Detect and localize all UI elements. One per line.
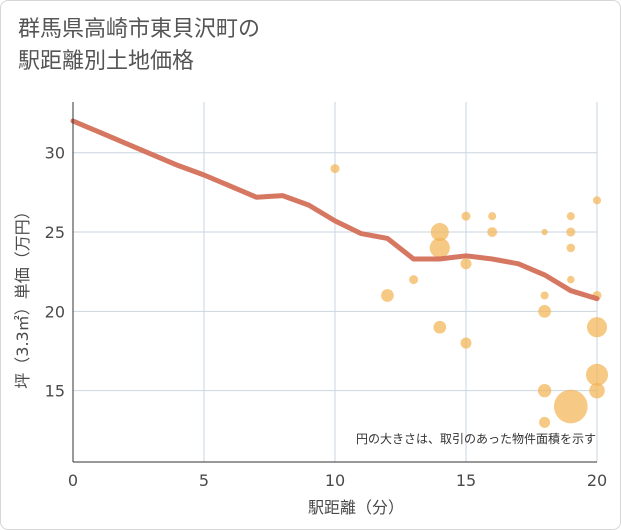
data-bubble bbox=[567, 275, 575, 284]
axes bbox=[72, 102, 597, 463]
data-bubble bbox=[330, 164, 340, 174]
data-bubble bbox=[586, 317, 608, 338]
data-bubble bbox=[566, 212, 575, 221]
data-bubble bbox=[460, 258, 472, 270]
data-bubble bbox=[553, 389, 588, 424]
y-tick-label: 30 bbox=[45, 144, 65, 163]
data-bubble bbox=[429, 237, 450, 258]
grid-lines bbox=[73, 102, 598, 462]
size-note: 円の大きさは、取引のあった物件面積を示す bbox=[356, 431, 596, 446]
x-axis-label: 駅距離（分） bbox=[308, 498, 404, 517]
y-tick-label: 25 bbox=[45, 223, 65, 242]
data-bubble bbox=[430, 223, 449, 242]
x-tick-label: 5 bbox=[199, 471, 209, 490]
x-tick-label: 15 bbox=[456, 471, 476, 490]
data-bubble bbox=[538, 304, 551, 318]
data-bubble bbox=[433, 320, 447, 334]
data-bubble bbox=[566, 243, 576, 253]
trend-line-series bbox=[70, 118, 600, 302]
bubble-series bbox=[330, 164, 609, 428]
data-bubble bbox=[461, 211, 471, 221]
data-bubble bbox=[540, 291, 549, 300]
chart-title-line-2: 駅距離別土地価格 bbox=[18, 49, 195, 74]
data-bubble bbox=[488, 212, 497, 221]
data-bubble bbox=[409, 275, 419, 285]
tick-labels: 0 5 10 15 20 15 20 25 30 bbox=[45, 144, 608, 490]
x-tick-label: 0 bbox=[68, 471, 78, 490]
data-bubble bbox=[460, 337, 472, 349]
y-axis-label: 坪（3.3㎡）単価（万円） bbox=[13, 203, 32, 388]
data-bubble bbox=[537, 383, 552, 398]
data-bubble bbox=[566, 227, 576, 237]
data-bubble bbox=[589, 382, 605, 399]
data-bubble bbox=[539, 416, 551, 428]
y-tick-label: 15 bbox=[45, 382, 65, 401]
x-tick-label: 10 bbox=[325, 471, 345, 490]
y-tick-label: 20 bbox=[45, 302, 65, 321]
data-bubble bbox=[592, 196, 602, 205]
data-bubble bbox=[541, 228, 548, 236]
data-bubble bbox=[381, 289, 394, 302]
data-bubble bbox=[585, 363, 609, 386]
chart-title-line-1: 群馬県高崎市東貝沢町の bbox=[18, 17, 261, 42]
x-tick-label: 20 bbox=[587, 471, 607, 490]
trend-line bbox=[70, 118, 600, 302]
data-bubble bbox=[487, 227, 498, 237]
chart-title: 群馬県高崎市東貝沢町の 駅距離別土地価格 bbox=[18, 14, 260, 78]
